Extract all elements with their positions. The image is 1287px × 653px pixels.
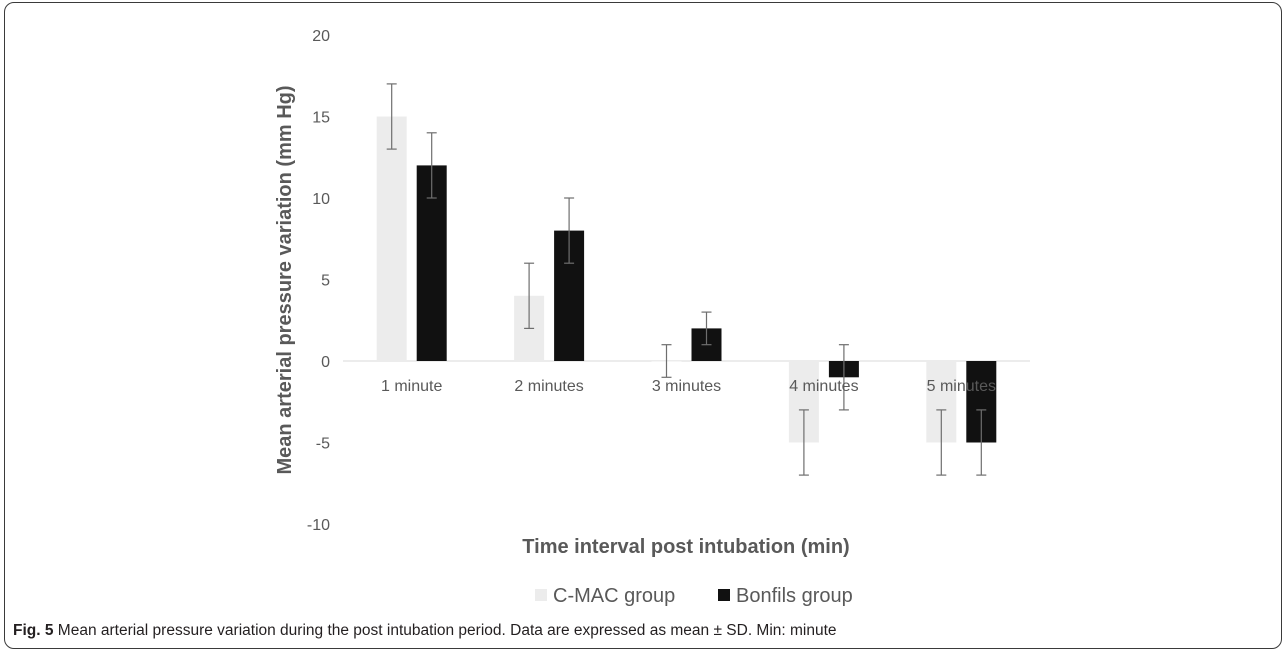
- x-tick-label: 1 minute: [381, 378, 442, 395]
- error-bar: [386, 83, 397, 150]
- bar-chart: 20 15 10 5 0 -5 -10 1 minute 2 minutes 3 minutes…: [274, 28, 1030, 607]
- error-bar: [701, 311, 712, 346]
- legend-label-c-mac: C-MAC group: [553, 585, 675, 607]
- x-axis-ticks: 1 minute 2 minutes 3 minutes 4 minutes 5 min…: [381, 378, 996, 395]
- x-axis-title: Time interval post intubation (min): [522, 536, 849, 558]
- error-bar: [524, 262, 535, 329]
- y-tick-label: 20: [312, 28, 330, 45]
- figure-label: Fig. 5: [13, 622, 54, 639]
- error-bar: [976, 409, 987, 476]
- error-bar: [564, 197, 575, 264]
- bar: [376, 116, 407, 361]
- error-bar: [936, 409, 947, 476]
- x-tick-label: 5 minutes: [927, 378, 996, 395]
- y-tick-label: 0: [321, 354, 330, 371]
- y-tick-label: 5: [321, 273, 330, 290]
- y-axis-ticks: 20 15 10 5 0 -5 -10: [307, 28, 330, 534]
- y-tick-label: -10: [307, 517, 330, 534]
- figure-caption: Fig. 5 Mean arterial pressure variation …: [13, 622, 837, 640]
- x-tick-label: 3 minutes: [652, 378, 721, 395]
- error-bar: [838, 344, 849, 411]
- figure-frame: [4, 2, 1282, 649]
- legend-swatch-bonfils: [718, 589, 730, 601]
- y-axis-title: Mean arterial pressure variation (mm Hg): [274, 85, 296, 474]
- error-bar: [798, 409, 809, 476]
- y-tick-label: 15: [312, 110, 330, 127]
- legend-swatch-c-mac: [535, 589, 547, 601]
- legend: C-MAC group Bonfils group: [535, 585, 853, 607]
- legend-label-bonfils: Bonfils group: [736, 585, 853, 607]
- caption-text: Mean arterial pressure variation during …: [53, 622, 837, 639]
- error-bars-group: [386, 83, 987, 476]
- y-tick-label: 10: [312, 191, 330, 208]
- error-bar: [661, 344, 672, 378]
- x-tick-label: 4 minutes: [789, 378, 858, 395]
- error-bar: [426, 132, 437, 199]
- y-tick-label: -5: [316, 436, 330, 453]
- x-tick-label: 2 minutes: [514, 378, 583, 395]
